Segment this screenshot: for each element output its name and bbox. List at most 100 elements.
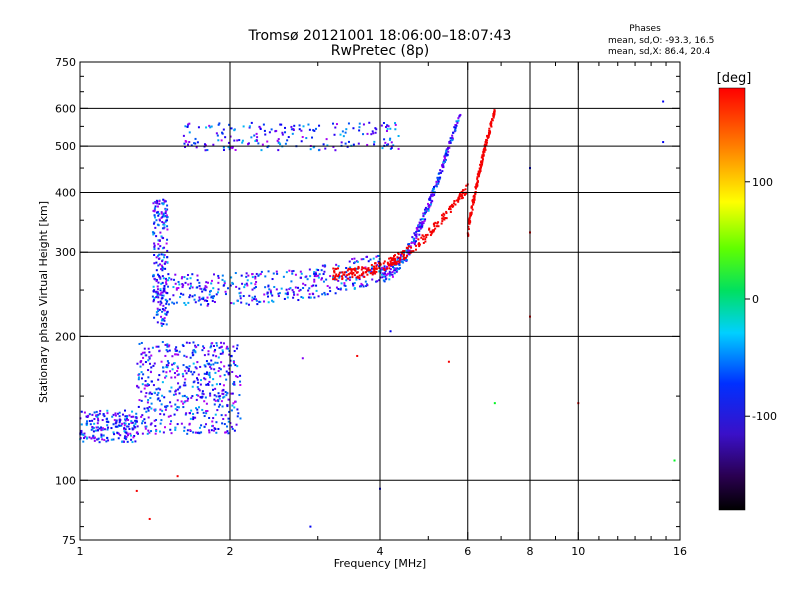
data-point (451, 203, 454, 206)
data-point (380, 124, 383, 127)
data-point (390, 146, 393, 149)
data-point (422, 221, 425, 224)
data-point (188, 296, 191, 299)
data-point (82, 434, 85, 437)
data-point (142, 356, 145, 359)
data-point (405, 254, 408, 257)
data-point (409, 245, 412, 248)
data-point (432, 193, 435, 196)
data-point (213, 368, 216, 371)
data-point (350, 269, 353, 272)
data-point (376, 280, 379, 283)
data-point (103, 415, 106, 418)
data-point (192, 431, 195, 434)
data-point (268, 131, 271, 134)
data-point (246, 279, 249, 282)
data-point (217, 139, 220, 142)
data-point (217, 400, 220, 403)
data-point (164, 376, 167, 379)
data-point (402, 254, 405, 257)
data-point (449, 137, 452, 140)
data-point (155, 313, 158, 316)
data-point (198, 298, 201, 301)
y-tick-label: 500 (55, 140, 76, 153)
data-point (333, 271, 336, 274)
data-point (96, 438, 99, 441)
data-point (239, 380, 242, 383)
data-point (419, 218, 422, 221)
data-point (183, 394, 186, 397)
data-point (492, 112, 495, 115)
data-point (100, 426, 103, 429)
data-point (175, 349, 178, 352)
data-point (144, 384, 147, 387)
data-point (215, 355, 218, 358)
data-point (418, 245, 421, 248)
data-point (153, 419, 156, 422)
data-point (120, 424, 123, 427)
data-point (106, 424, 109, 427)
data-point (388, 272, 391, 275)
data-point (217, 392, 220, 395)
data-point (128, 414, 131, 417)
data-point (156, 205, 159, 208)
data-point (175, 353, 178, 356)
data-point (212, 295, 215, 298)
data-point (194, 350, 197, 353)
data-point (178, 283, 181, 286)
data-point (98, 412, 101, 415)
data-point (339, 133, 342, 136)
data-point (347, 267, 350, 270)
data-point (362, 123, 365, 126)
data-point (185, 372, 188, 375)
data-point (214, 399, 217, 402)
data-point (203, 377, 206, 380)
data-point (447, 150, 450, 153)
data-point (123, 437, 126, 440)
data-point (163, 319, 166, 322)
data-point (188, 131, 191, 134)
data-point (226, 391, 229, 394)
data-point (189, 412, 192, 415)
data-point (313, 275, 316, 278)
data-point (97, 437, 100, 440)
data-point (153, 297, 156, 300)
data-point (159, 422, 162, 425)
data-point (160, 419, 163, 422)
data-point (176, 370, 179, 373)
data-point (371, 265, 374, 268)
data-point (110, 427, 113, 430)
data-point (372, 267, 375, 270)
data-point (362, 272, 365, 275)
data-point (209, 346, 212, 349)
data-point (143, 347, 146, 350)
data-point (381, 268, 384, 271)
data-point (140, 341, 143, 344)
data-point (349, 276, 352, 279)
data-point (145, 425, 148, 428)
data-point (167, 279, 170, 282)
data-point (354, 267, 357, 270)
data-point (355, 267, 358, 270)
data-point (437, 182, 440, 185)
data-point (199, 303, 202, 306)
data-point (389, 127, 392, 130)
data-point (162, 277, 165, 280)
data-point (197, 431, 200, 434)
data-point (332, 274, 335, 277)
data-point (203, 287, 206, 290)
data-point (162, 237, 165, 240)
data-point (156, 211, 159, 214)
data-point (308, 128, 311, 131)
data-point (391, 263, 394, 266)
data-point (453, 200, 456, 203)
data-point (126, 425, 129, 428)
data-point (135, 416, 138, 419)
data-point (187, 283, 190, 286)
data-point (210, 125, 213, 128)
data-point (444, 216, 447, 219)
data-point (289, 287, 292, 290)
data-point (166, 225, 169, 228)
data-point (204, 289, 207, 292)
